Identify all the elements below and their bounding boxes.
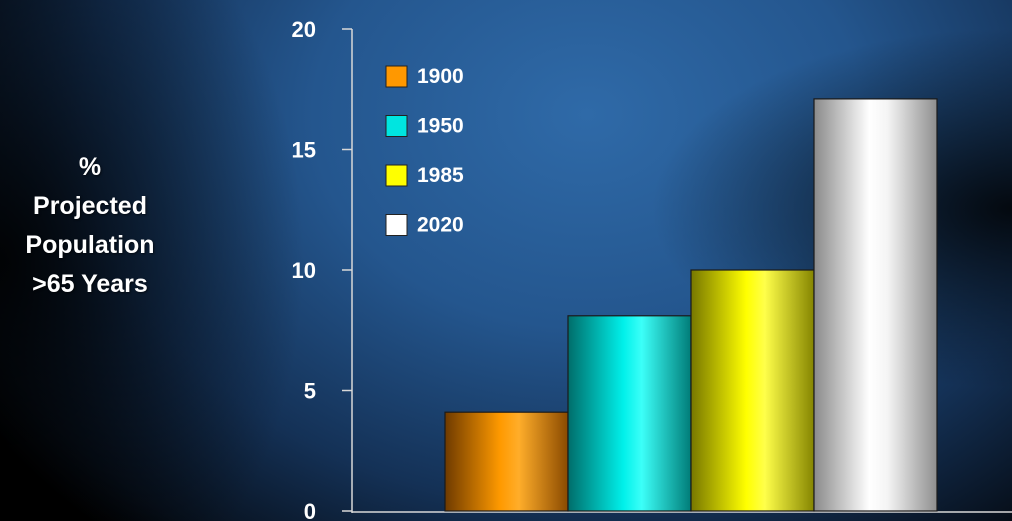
bar-1900 — [444, 411, 569, 512]
legend-swatch-1985 — [385, 164, 408, 187]
bar-2020 — [813, 98, 938, 512]
legend-swatch-1950 — [385, 115, 408, 137]
legend: 1900 1950 1985 2020 — [385, 65, 464, 237]
y-tick-label: 0 — [304, 499, 316, 521]
y-axis-label: % Projected Population >65 Years — [25, 153, 155, 298]
y-tick-label: 15 — [292, 138, 316, 163]
bar-1950 — [567, 315, 692, 512]
y-tick-label: 20 — [292, 17, 316, 42]
y-tick-label: 5 — [304, 379, 316, 404]
y-tick-label: 10 — [292, 258, 316, 283]
bars — [444, 98, 938, 512]
legend-swatch-1900 — [385, 65, 408, 88]
legend-swatch-2020 — [385, 214, 408, 236]
legend-label-1900: 1900 — [417, 65, 464, 88]
legend-label-1950: 1950 — [417, 115, 464, 138]
y-axis: 0 5 10 15 20 — [292, 17, 1012, 521]
legend-label-2020: 2020 — [417, 214, 464, 237]
bar-1985 — [690, 269, 815, 512]
legend-label-1985: 1985 — [417, 164, 464, 187]
